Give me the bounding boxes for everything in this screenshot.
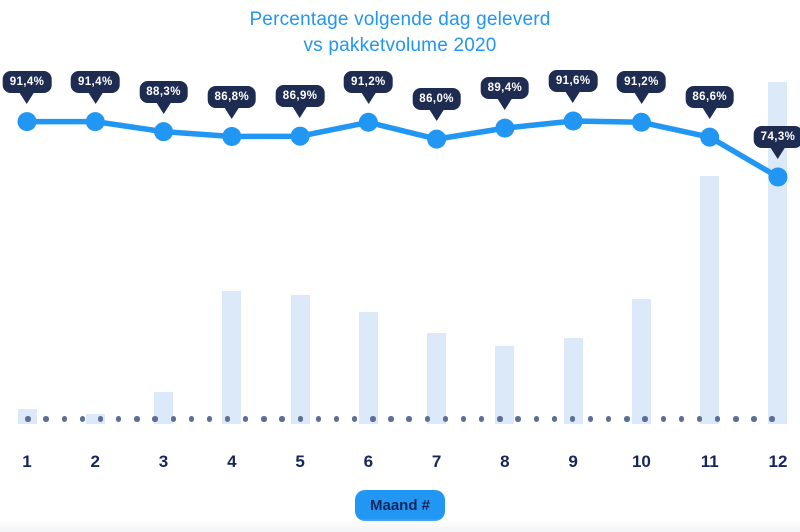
baseline-dot xyxy=(224,416,231,422)
line-point-month-10 xyxy=(631,112,651,132)
chart-title: Percentage volgende dag geleverd vs pakk… xyxy=(0,7,800,59)
baseline-dot xyxy=(533,416,539,422)
baseline-dot xyxy=(406,416,412,422)
volume-bar-month-10 xyxy=(631,299,651,424)
baseline-dot xyxy=(442,416,449,422)
baseline-dot xyxy=(678,416,685,422)
x-tick-7: 7 xyxy=(431,452,442,471)
volume-bar-month-2 xyxy=(85,414,105,424)
volume-bar-month-11 xyxy=(700,176,720,424)
volume-bar-month-3 xyxy=(154,391,174,424)
chart-title-line2: vs pakketvolume 2020 xyxy=(303,35,497,56)
data-label-month-4: 86,8% xyxy=(207,85,257,108)
baseline-dot xyxy=(551,416,558,422)
baseline-dot xyxy=(696,416,703,422)
volume-bar-month-5 xyxy=(290,295,310,424)
x-tick-2: 2 xyxy=(90,452,100,471)
data-label-month-2: 91,4% xyxy=(70,70,120,93)
x-tick-11: 11 xyxy=(700,452,719,471)
data-label-month-10: 91,2% xyxy=(617,71,666,94)
baseline-dot xyxy=(25,416,31,422)
line-point-month-3 xyxy=(154,122,174,142)
baseline-dot xyxy=(243,416,249,422)
baseline-dot xyxy=(479,416,485,422)
chart-title-line1: Percentage volgende dag geleverd xyxy=(249,9,551,30)
line-point-month-9 xyxy=(563,111,583,131)
baseline-dot xyxy=(424,416,430,422)
baseline-dot xyxy=(206,416,213,422)
baseline-dot xyxy=(370,416,376,422)
line-point-month-8 xyxy=(495,118,515,138)
baseline-dot xyxy=(569,416,576,422)
x-tick-12: 12 xyxy=(768,452,788,471)
baseline-dot xyxy=(497,416,503,422)
x-tick-5: 5 xyxy=(295,452,305,471)
baseline-dot xyxy=(97,416,104,422)
baseline-dot xyxy=(333,416,340,422)
x-tick-3: 3 xyxy=(158,452,169,471)
data-label-month-5: 86,9% xyxy=(275,85,325,108)
baseline-dot xyxy=(460,416,467,422)
data-label-month-1: 91,4% xyxy=(2,70,52,93)
line-point-month-4 xyxy=(222,127,242,147)
line-point-month-11 xyxy=(700,127,720,147)
x-tick-6: 6 xyxy=(363,452,374,471)
data-label-month-3: 88,3% xyxy=(139,80,188,103)
baseline-dot xyxy=(715,416,721,422)
percentage-line xyxy=(24,118,781,180)
data-label-month-7: 86,0% xyxy=(412,88,461,111)
data-label-month-9: 91,6% xyxy=(548,69,598,92)
line-point-month-5 xyxy=(290,126,310,146)
volume-bar-month-6 xyxy=(358,312,378,424)
line-point-month-6 xyxy=(358,112,378,132)
data-label-month-8: 89,4% xyxy=(480,77,530,100)
baseline-dot xyxy=(587,416,594,422)
volume-bar-month-8 xyxy=(495,346,515,424)
baseline-dot xyxy=(660,416,666,422)
baseline-dot xyxy=(388,416,394,422)
baseline-dot xyxy=(624,416,630,422)
x-tick-4: 4 xyxy=(227,452,237,471)
baseline-dot xyxy=(261,416,267,422)
baseline-dot xyxy=(134,416,140,422)
baseline-dot xyxy=(43,416,49,422)
baseline-dot xyxy=(642,416,648,422)
volume-bar-month-4 xyxy=(222,290,242,424)
volume-bar-month-7 xyxy=(427,333,447,424)
baseline-dot xyxy=(116,416,122,422)
volume-bar-month-9 xyxy=(563,338,583,424)
x-axis-title-badge: Maand # xyxy=(354,490,446,521)
baseline-dot xyxy=(769,416,775,422)
x-tick-8: 8 xyxy=(500,452,510,471)
x-tick-10: 10 xyxy=(631,452,651,471)
baseline-dot xyxy=(170,416,176,422)
line-point-month-7 xyxy=(427,129,447,149)
baseline-dot xyxy=(152,416,158,422)
x-tick-9: 9 xyxy=(568,452,578,471)
baseline-dot xyxy=(606,416,612,422)
x-tick-1: 1 xyxy=(22,452,32,471)
baseline-dot xyxy=(297,416,303,422)
baseline-dot xyxy=(733,416,739,422)
data-label-month-11: 86,6% xyxy=(685,86,734,109)
baseline-dot xyxy=(352,416,358,422)
line-point-month-1 xyxy=(17,112,37,132)
baseline-dot xyxy=(279,416,285,422)
baseline-dot xyxy=(61,416,67,422)
baseline-dot xyxy=(79,416,86,422)
baseline-dot xyxy=(751,416,757,422)
data-label-month-6: 91,2% xyxy=(344,71,393,94)
data-label-month-12: 74,3% xyxy=(753,125,800,148)
line-point-month-2 xyxy=(85,112,105,132)
baseline-dot xyxy=(515,416,521,422)
baseline-dot xyxy=(188,416,195,422)
baseline-dot xyxy=(315,416,322,422)
